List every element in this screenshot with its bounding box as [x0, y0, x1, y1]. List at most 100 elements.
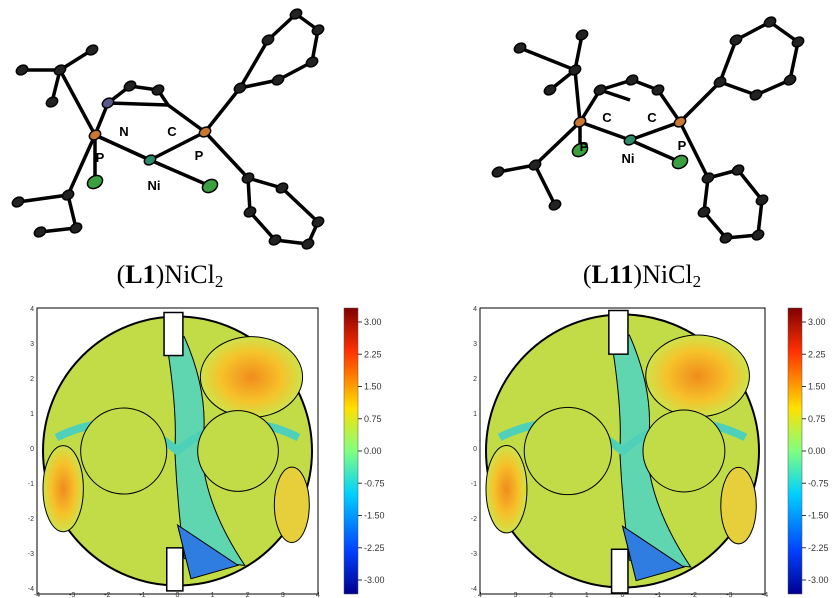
bond: [205, 88, 240, 132]
y-tick-label: -2: [28, 516, 34, 523]
colorbar-label: 1.50: [808, 382, 826, 392]
bond: [575, 70, 580, 122]
atom: [305, 55, 320, 69]
colorbar-label: 0.00: [808, 446, 826, 456]
x-tick-label: 4: [478, 592, 482, 598]
colorbar-label: 2.25: [808, 349, 826, 359]
x-tick-label: -4: [762, 592, 768, 598]
atom: [271, 73, 286, 87]
bond: [630, 140, 680, 162]
atom: [729, 33, 744, 47]
y-tick-label: -3: [28, 551, 34, 558]
map-blob: [274, 467, 309, 542]
map-blob: [721, 467, 756, 543]
atom: [491, 165, 506, 179]
atom: [301, 237, 316, 251]
atom-label: Ni: [148, 178, 161, 193]
atom-label: C: [602, 110, 612, 125]
atom: [751, 228, 766, 242]
atom-label: P: [195, 148, 204, 163]
y-tick-label: 4: [473, 306, 477, 313]
atom-label: P: [580, 139, 589, 154]
colorbar-label: -2.25: [808, 543, 829, 553]
atom-label: P: [678, 138, 687, 153]
atom: [783, 73, 798, 87]
y-tick-label: 0: [30, 446, 34, 453]
map-contour: [643, 410, 725, 492]
colorbar-label: 0.00: [364, 446, 382, 456]
bond: [680, 82, 720, 122]
bond: [535, 122, 580, 165]
bond: [535, 165, 555, 205]
atom: [45, 95, 60, 109]
atom: [61, 188, 76, 202]
molecules: [11, 7, 806, 251]
x-tick-label: 0: [176, 592, 180, 598]
map-notch: [167, 548, 183, 591]
atom: [33, 225, 48, 239]
x-tick-label: 1: [211, 592, 215, 598]
atom: [575, 28, 590, 42]
panel-label: (L11)NiCl2: [583, 260, 701, 291]
atom: [11, 195, 26, 209]
map-contour: [198, 411, 279, 492]
y-tick-label: 3: [473, 341, 477, 348]
colorbar-label: 0.75: [808, 414, 826, 424]
bond: [720, 40, 736, 82]
map-contour: [81, 408, 167, 494]
y-tick-label: -2: [471, 516, 477, 523]
y-tick-label: 4: [30, 306, 34, 313]
atom: [670, 153, 690, 171]
bond: [520, 48, 575, 70]
bond: [658, 90, 680, 122]
atom: [701, 171, 716, 185]
bond: [738, 170, 762, 200]
colorbar-label: -3.00: [808, 575, 829, 585]
atom: [548, 198, 563, 212]
colorbar-label: -0.75: [808, 478, 829, 488]
colorbar-label: -1.50: [808, 511, 829, 521]
atom: [623, 133, 638, 147]
atom: [69, 221, 84, 235]
y-tick-label: 2: [473, 376, 477, 383]
atom: [200, 177, 220, 195]
colorbar-label: 3.00: [808, 317, 826, 327]
y-tick-label: 3: [30, 341, 34, 348]
y-tick-label: -3: [471, 551, 477, 558]
x-tick-label: -3: [69, 592, 75, 598]
y-tick-label: -4: [28, 586, 34, 593]
atom-label: C: [647, 110, 657, 125]
colorbar-label: 3.00: [364, 317, 382, 327]
bond: [205, 132, 248, 178]
map-notch: [612, 549, 628, 593]
map-contour: [524, 407, 611, 494]
atom: [88, 128, 103, 142]
y-tick-label: -1: [28, 481, 34, 488]
bond: [18, 195, 68, 202]
map-blob: [486, 446, 527, 533]
y-tick-label: -1: [471, 481, 477, 488]
figure: (L1)NiCl2 (L11)NiCl2 NCPPNiCCPPNi3.002.2…: [0, 0, 834, 598]
x-tick-label: -4: [34, 592, 40, 598]
atom: [143, 153, 158, 167]
steric-map: 3.002.251.500.750.00-0.75-1.50-2.25-3.00…: [28, 306, 385, 598]
bond: [240, 40, 268, 88]
colorbar-label: 0.75: [364, 414, 382, 424]
colorbar-label: -1.50: [364, 511, 385, 521]
map-blob: [200, 337, 302, 418]
atom: [625, 73, 640, 87]
x-tick-label: 3: [281, 592, 285, 598]
map-blob: [646, 335, 750, 417]
atom-label: C: [167, 124, 177, 139]
map-notch: [609, 311, 628, 355]
x-tick-label: 2: [549, 592, 553, 598]
panel-label: (L1)NiCl2: [117, 260, 224, 291]
y-tick-label: -4: [471, 586, 477, 593]
x-tick-label: 1: [585, 592, 589, 598]
atom: [749, 88, 764, 102]
x-tick-label: -3: [726, 592, 732, 598]
y-tick-label: 1: [473, 411, 477, 418]
colorbar: [344, 308, 358, 594]
atom-label: P: [96, 150, 105, 165]
atom: [593, 83, 608, 97]
